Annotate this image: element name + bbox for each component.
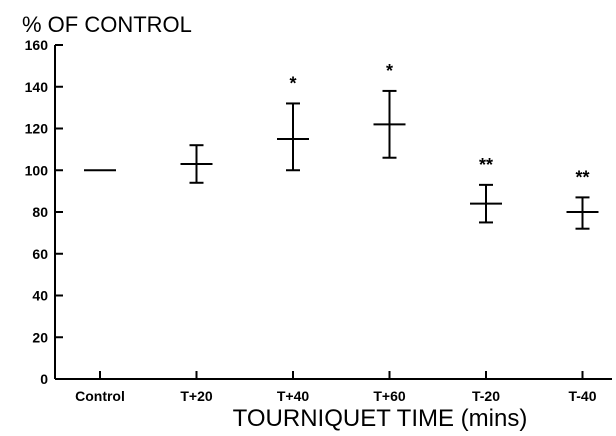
y-tick-label: 140 xyxy=(25,79,49,95)
x-tick-label: T+20 xyxy=(180,388,213,404)
significance-label: ** xyxy=(479,155,493,175)
y-tick-label: 120 xyxy=(25,121,49,137)
data-point xyxy=(277,102,309,172)
data-point xyxy=(180,144,213,184)
x-tick-label: T-20 xyxy=(472,388,500,404)
significance-label: * xyxy=(386,61,393,81)
axes xyxy=(54,45,612,380)
x-tick-label: T-40 xyxy=(568,388,596,404)
significance-marks: ****** xyxy=(289,61,589,187)
x-ticks: Control T+20 T+40 T+60 T-20 T-40 xyxy=(75,371,597,404)
y-tick-label: 160 xyxy=(25,37,49,53)
x-tick-label: T+40 xyxy=(277,388,310,404)
x-axis-label: TOURNIQUET TIME (mins) xyxy=(233,405,528,432)
x-tick-label: Control xyxy=(75,388,125,404)
y-tick-label: 20 xyxy=(32,329,48,345)
data-point xyxy=(470,183,502,224)
y-ticks: 0 20 40 60 80 100 120 140 160 xyxy=(25,37,63,387)
y-tick-label: 0 xyxy=(40,371,48,387)
y-axis-label: % OF CONTROL xyxy=(22,12,192,37)
x-tick-label: T+60 xyxy=(373,388,406,404)
significance-label: ** xyxy=(575,167,589,187)
significance-label: * xyxy=(289,73,296,93)
data-point xyxy=(566,196,599,230)
y-tick-label: 80 xyxy=(32,204,48,220)
y-tick-label: 60 xyxy=(32,246,48,262)
data-point xyxy=(373,89,406,159)
y-tick-label: 40 xyxy=(32,288,48,304)
y-tick-label: 100 xyxy=(25,162,49,178)
data-marks xyxy=(84,89,599,230)
